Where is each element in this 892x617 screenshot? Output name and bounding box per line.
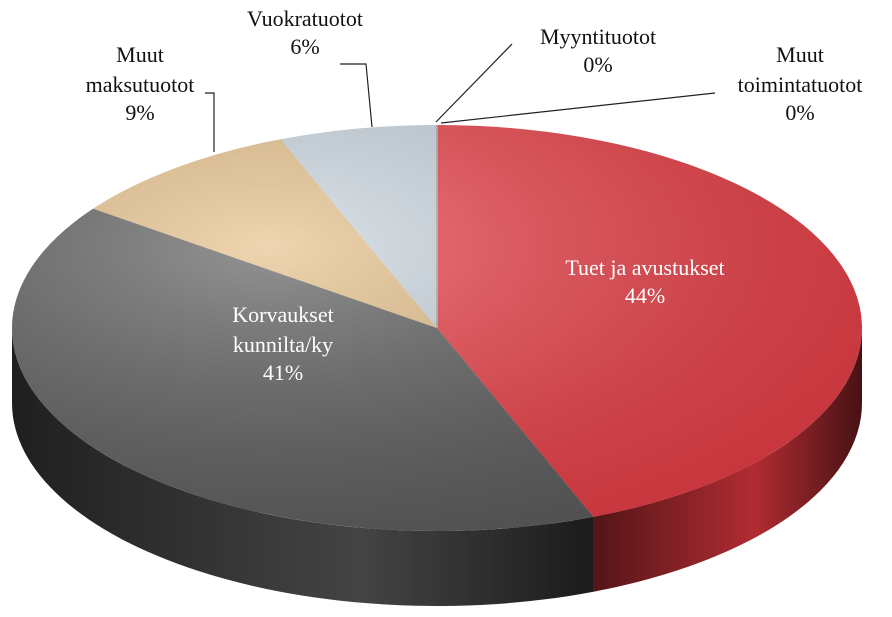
value-label: 0%	[583, 52, 612, 77]
label-line: Korvaukset	[232, 302, 333, 327]
slice-label: Tuet ja avustukset	[565, 255, 724, 280]
label-line: Muut	[776, 42, 824, 67]
label-line: Muut	[116, 42, 164, 67]
label-line: toimintatuotot	[738, 72, 863, 97]
value-label: 41%	[263, 360, 303, 385]
value-label: 0%	[785, 100, 814, 125]
leader-line	[205, 92, 215, 152]
slice-label: Muut toimintatuotot	[738, 42, 863, 97]
label-line: kunnilta/ky	[233, 332, 333, 357]
leader-line	[340, 63, 373, 128]
value-label: 44%	[625, 283, 665, 308]
slice-label: Myyntituotot	[540, 24, 656, 49]
label-line: Vuokratuotot	[247, 6, 363, 31]
pie-tops	[12, 125, 863, 531]
value-label: 6%	[290, 34, 319, 59]
label-line: Tuet ja avustukset	[565, 255, 724, 280]
slice-side	[12, 328, 594, 606]
label-line: Myyntituotot	[540, 24, 656, 49]
label-line: maksutuotot	[86, 72, 195, 97]
slice-label: Korvaukset kunnilta/ky	[232, 302, 333, 357]
labels: Tuet ja avustukset 44% Korvaukset kunnilta/…	[86, 6, 863, 385]
slice-label: Muut maksutuotot	[86, 42, 195, 97]
slice-label: Vuokratuotot	[247, 6, 363, 31]
leader-line	[435, 43, 513, 123]
leader-line	[440, 92, 716, 124]
value-label: 9%	[125, 100, 154, 125]
